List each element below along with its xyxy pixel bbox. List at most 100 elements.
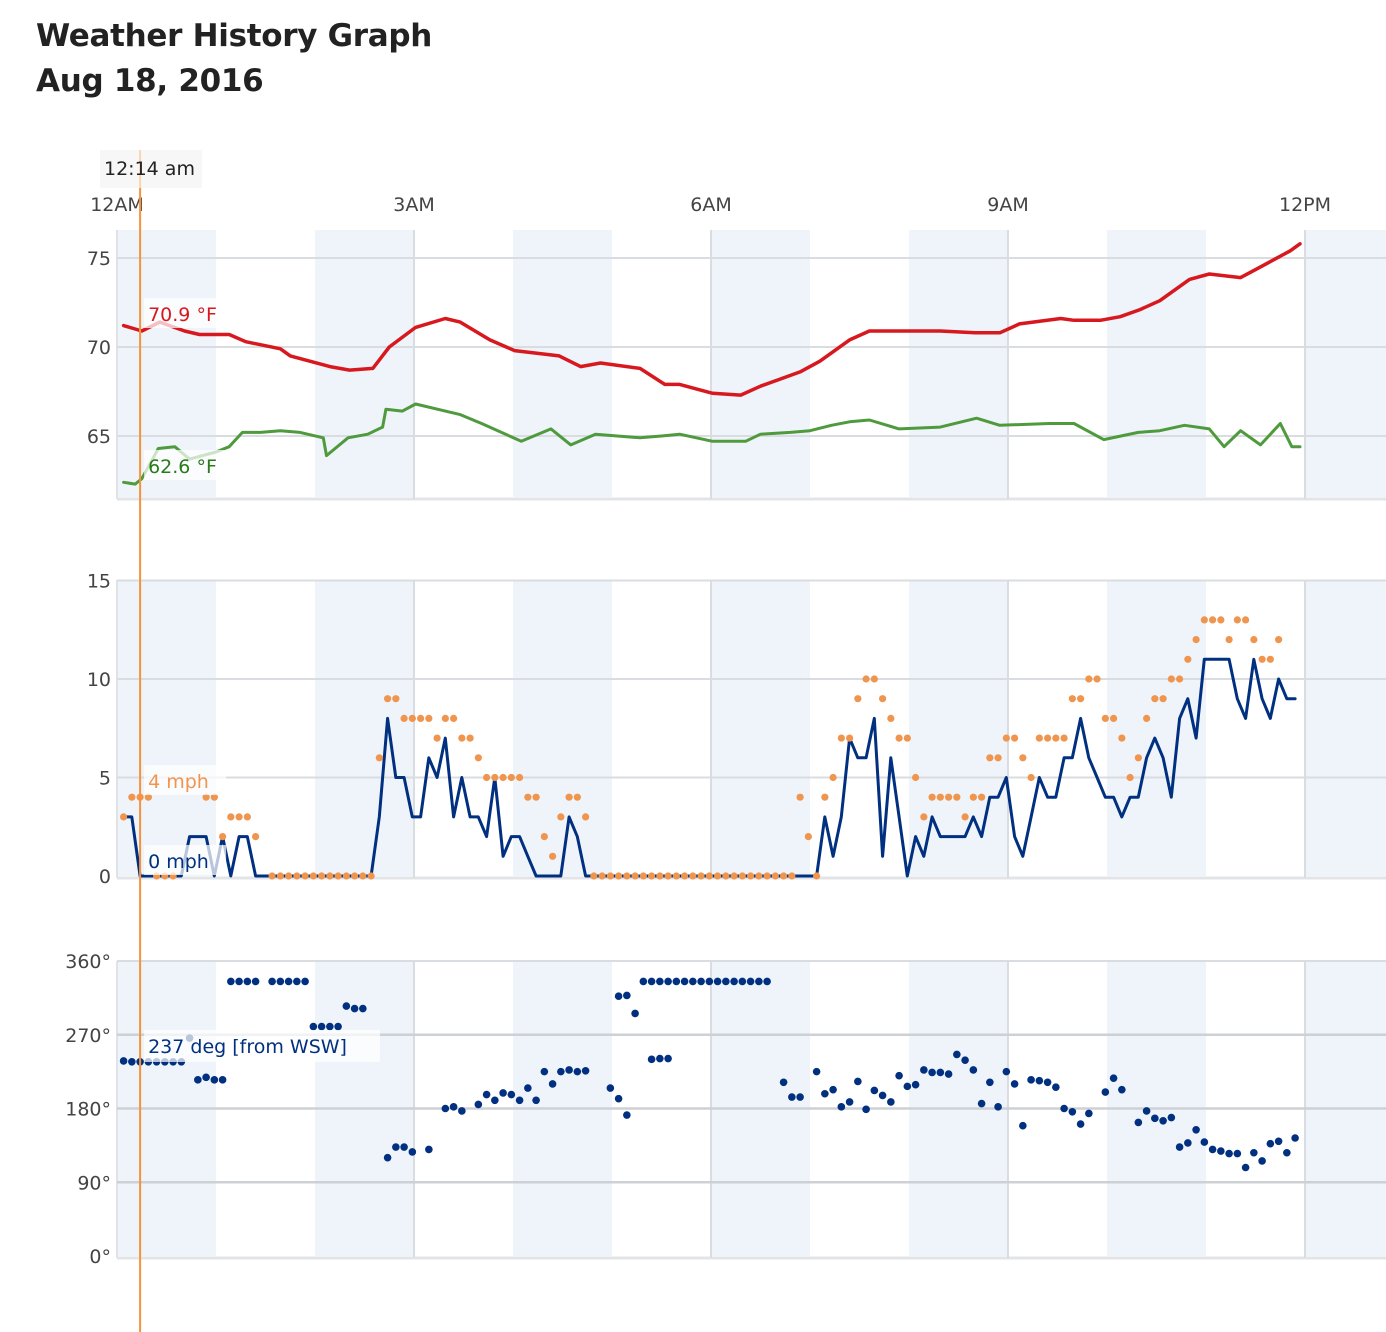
wind-gust-dot (994, 754, 1002, 762)
wind-direction-dot (788, 1093, 796, 1101)
wind-direction-dot (1101, 1088, 1110, 1096)
hour-band (1107, 580, 1206, 876)
hour-band (1107, 230, 1206, 497)
wind-gust-dot (491, 773, 499, 782)
temperature-readout: 70.9 °F (148, 304, 217, 326)
wind-direction-dot (953, 1050, 961, 1059)
wind-gust-dot (606, 872, 614, 880)
wind-direction-dot (1241, 1163, 1250, 1172)
wind-direction-dot (342, 1002, 351, 1010)
wind-gust-dot (400, 714, 408, 723)
wind-direction-readout-box (144, 1030, 381, 1062)
wind-gust-dot (334, 872, 342, 880)
y-tick-label: 5 (99, 768, 111, 790)
wind-gust-dot (219, 833, 227, 841)
wind-gust-dot (276, 872, 284, 880)
wind-direction-dot (1134, 1118, 1143, 1127)
wind-gust-dot (433, 734, 441, 742)
wind-direction-dot (977, 1099, 986, 1108)
wind-gust-readout: 4 mph (148, 771, 209, 793)
wind-direction-dot (532, 1096, 540, 1105)
wind-direction-dot (210, 1076, 219, 1084)
wind-gust-dot (978, 793, 986, 801)
wind-direction-dot (631, 1009, 639, 1018)
wind-direction-dot (309, 1022, 318, 1031)
wind-gust-dot (912, 773, 920, 782)
wind-gust-dot (582, 813, 590, 821)
hour-band (513, 580, 612, 876)
x-tick-label: 6AM (690, 194, 731, 216)
wind-direction-dot (647, 1055, 656, 1064)
wind-direction-dot (895, 1071, 903, 1080)
wind-gust-dot (144, 793, 152, 801)
wind-direction-dot (573, 1067, 582, 1076)
wind-direction-dot (1151, 1114, 1159, 1123)
wind-direction-dot (334, 1022, 342, 1031)
wind-direction-dot (326, 1022, 334, 1031)
wind-direction-dot (944, 1070, 953, 1078)
wind-gust-dot (268, 872, 276, 880)
wind-direction-dot (1250, 1148, 1258, 1157)
wind-direction-dot (202, 1073, 210, 1082)
wind-gust-dot (796, 793, 804, 801)
wind-gust-dot (359, 872, 367, 880)
wind-gust-dot (689, 872, 697, 880)
wind-gust-dot (1225, 636, 1233, 644)
wind-gust-dot (1233, 616, 1241, 624)
wind-gust-dot (1011, 734, 1019, 742)
wind-gust-dot (1184, 655, 1192, 663)
wind-gust-dot (623, 872, 631, 880)
wind-direction-dot (1184, 1139, 1192, 1147)
wind-direction-dot (705, 977, 714, 986)
wind-direction-dot (350, 1004, 359, 1013)
wind-gust-dot (128, 793, 136, 801)
wind-direction-dot (425, 1145, 433, 1154)
wind-gust-dot (458, 734, 466, 742)
wind-direction-dot (565, 1066, 573, 1074)
wind-direction-dot (1225, 1149, 1233, 1158)
wind-direction-dot (1258, 1157, 1266, 1165)
date-text: Aug 18, 2016 (36, 63, 264, 99)
wind-gust-dot (1250, 636, 1258, 644)
wind-direction-dot (1142, 1107, 1151, 1115)
wind-direction-dot (812, 1067, 821, 1076)
wind-direction-dot (1283, 1148, 1291, 1157)
wind-direction-dot (1118, 1085, 1126, 1094)
wind-direction-dot (1035, 1076, 1044, 1085)
wind-gust-dot (499, 773, 507, 782)
wind-direction-dot (507, 1090, 516, 1099)
title-text: Weather History Graph (36, 18, 433, 54)
wind-gust-dot (367, 872, 375, 880)
cursor-time-label: 12:14 am (104, 158, 195, 180)
wind-direction-dot (251, 977, 260, 986)
wind-direction-dot (1208, 1145, 1217, 1154)
wind-direction-dot (581, 1067, 590, 1075)
wind-direction-dot (680, 977, 689, 986)
wind-gust-dot (351, 872, 359, 880)
wind-gust-dot (1035, 734, 1043, 742)
wind-gust-dot (804, 833, 812, 841)
wind-gust-dot (540, 833, 548, 841)
wind-gust-dot (516, 773, 524, 782)
y-tick-label: 180° (65, 1099, 111, 1121)
wind-gust-dot (417, 714, 425, 723)
wind-gust-dot (747, 872, 755, 880)
wind-direction-dot (227, 977, 235, 986)
wind-direction-dot (656, 1054, 664, 1063)
wind-gust-dot (392, 695, 400, 703)
wind-direction-dot (1274, 1137, 1283, 1146)
wind-direction-dot (887, 1098, 895, 1106)
wind-gust-dot (681, 872, 689, 880)
wind-gust-dot (573, 793, 581, 801)
wind-gust-dot (854, 695, 862, 703)
wind-direction-dot (1233, 1149, 1242, 1158)
wind-direction-dot (713, 977, 722, 986)
wind-gust-dot (714, 872, 722, 880)
x-tick-label: 12AM (90, 194, 144, 216)
wind-gust-dot (664, 872, 672, 880)
wind-gust-dot (524, 793, 532, 801)
wind-gust-dot (210, 793, 218, 801)
wind-gust-dot (879, 695, 887, 703)
y-tick-label: 65 (87, 426, 111, 448)
